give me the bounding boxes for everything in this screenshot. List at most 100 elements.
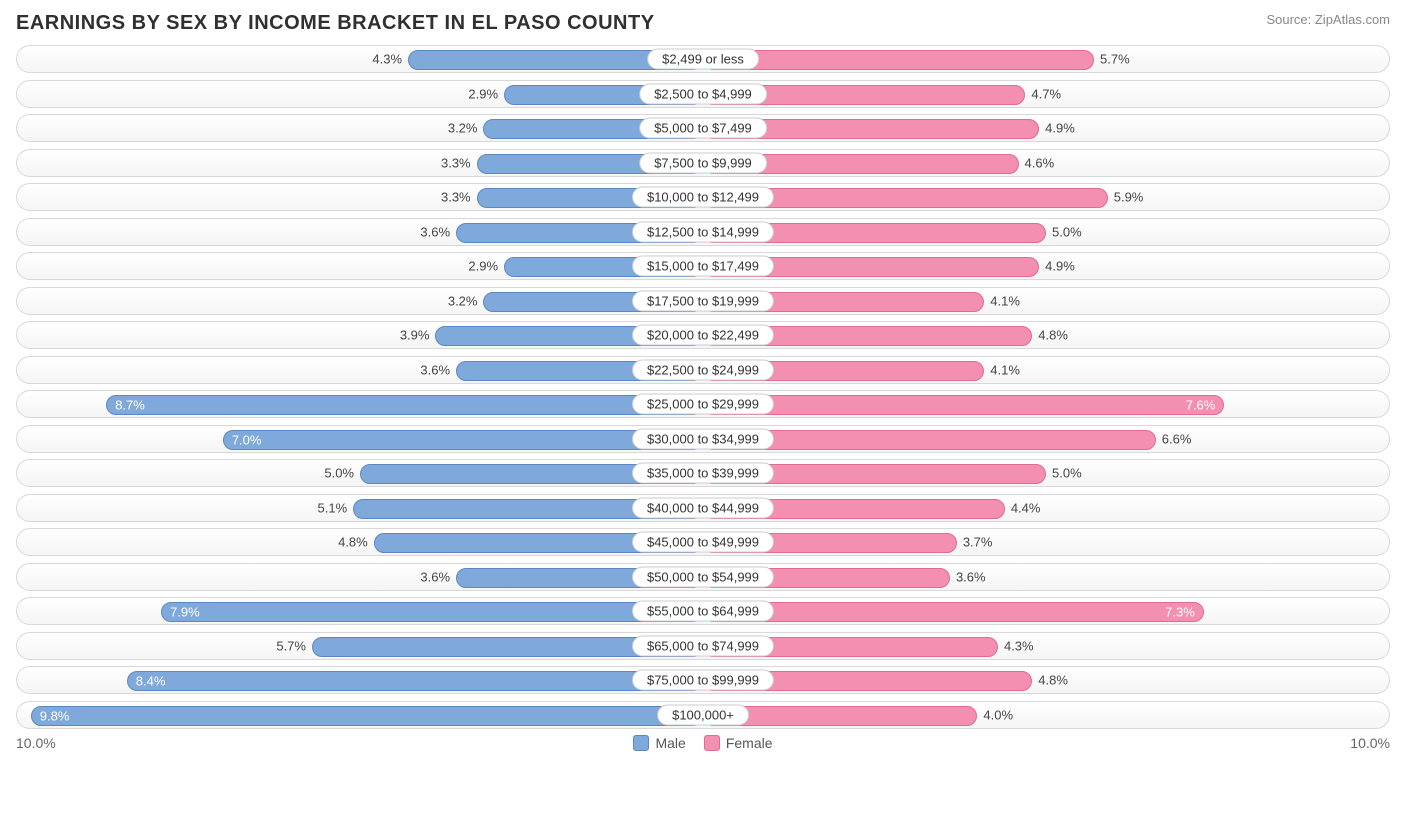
category-pill: $15,000 to $17,499 [632, 256, 774, 277]
value-label-female: 5.0% [1052, 224, 1082, 239]
value-label-female: 7.3% [1165, 605, 1195, 620]
chart-title: EARNINGS BY SEX BY INCOME BRACKET IN EL … [16, 12, 655, 35]
chart-row: 4.8% 3.7% $45,000 to $49,999 [16, 528, 1390, 556]
value-label-female: 5.9% [1114, 190, 1144, 205]
bar-female [703, 50, 1094, 70]
value-label-female: 4.9% [1045, 259, 1075, 274]
category-pill: $12,500 to $14,999 [632, 221, 774, 242]
legend-item-male: Male [633, 735, 685, 751]
value-label-male: 3.9% [400, 328, 430, 343]
value-label-female: 5.7% [1100, 52, 1130, 67]
category-pill: $75,000 to $99,999 [632, 670, 774, 691]
value-label-female: 4.9% [1045, 121, 1075, 136]
chart-row: 7.9% 7.3% $55,000 to $64,999 [16, 597, 1390, 625]
value-label-female: 4.7% [1031, 86, 1061, 101]
category-pill: $5,000 to $7,499 [639, 118, 767, 139]
value-label-male: 7.0% [232, 432, 262, 447]
value-label-male: 5.1% [318, 500, 348, 515]
chart-row: 2.9% 4.9% $15,000 to $17,499 [16, 252, 1390, 280]
value-label-male: 3.3% [441, 155, 471, 170]
axis-max-left: 10.0% [16, 735, 56, 751]
category-pill: $17,500 to $19,999 [632, 290, 774, 311]
value-label-male: 3.2% [448, 293, 478, 308]
value-label-female: 4.4% [1011, 500, 1041, 515]
chart-row: 5.0% 5.0% $35,000 to $39,999 [16, 459, 1390, 487]
value-label-male: 3.2% [448, 121, 478, 136]
diverging-bar-chart: 4.3% 5.7% $2,499 or less 2.9% 4.7% $2,500 to … [16, 45, 1390, 729]
chart-row: 5.7%4.3%$65,000 to $74,999 [16, 632, 1390, 660]
bar-male: 8.7% [106, 395, 703, 415]
category-pill: $10,000 to $12,499 [632, 187, 774, 208]
chart-row: 3.2% 4.9% $5,000 to $7,499 [16, 114, 1390, 142]
value-label-male: 4.3% [372, 52, 402, 67]
legend-label-female: Female [726, 735, 773, 751]
swatch-male [633, 735, 649, 751]
legend-item-female: Female [704, 735, 773, 751]
axis-max-right: 10.0% [1350, 735, 1390, 751]
category-pill: $35,000 to $39,999 [632, 463, 774, 484]
value-label-female: 4.8% [1038, 328, 1068, 343]
chart-row: 4.3% 5.7% $2,499 or less [16, 45, 1390, 73]
category-pill: $50,000 to $54,999 [632, 566, 774, 587]
chart-row: 2.9% 4.7% $2,500 to $4,999 [16, 80, 1390, 108]
category-pill: $100,000+ [657, 704, 749, 725]
value-label-female: 6.6% [1162, 431, 1192, 446]
value-label-female: 4.1% [990, 362, 1020, 377]
value-label-male: 7.9% [170, 605, 200, 620]
legend: Male Female [633, 735, 772, 751]
chart-row: 8.4% 4.8% $75,000 to $99,999 [16, 666, 1390, 694]
category-pill: $20,000 to $22,499 [632, 325, 774, 346]
swatch-female [704, 735, 720, 751]
chart-row: 3.6% 4.1% $22,500 to $24,999 [16, 356, 1390, 384]
value-label-male: 5.7% [276, 638, 306, 653]
chart-row: 3.3% 5.9% $10,000 to $12,499 [16, 183, 1390, 211]
value-label-male: 8.4% [136, 674, 166, 689]
category-pill: $40,000 to $44,999 [632, 497, 774, 518]
chart-row: 3.6% 3.6% $50,000 to $54,999 [16, 563, 1390, 591]
bar-male: 7.9% [161, 602, 703, 622]
bar-male: 8.4% [127, 671, 703, 691]
value-label-female: 4.1% [990, 293, 1020, 308]
chart-row: 8.7% 7.6% $25,000 to $29,999 [16, 390, 1390, 418]
bar-female: 7.3% [703, 602, 1204, 622]
value-label-female: 4.8% [1038, 673, 1068, 688]
chart-row: 3.9% 4.8% $20,000 to $22,499 [16, 321, 1390, 349]
value-label-male: 2.9% [468, 86, 498, 101]
chart-header: EARNINGS BY SEX BY INCOME BRACKET IN EL … [16, 12, 1390, 35]
category-pill: $2,499 or less [647, 49, 759, 70]
value-label-female: 3.7% [963, 535, 993, 550]
chart-row: 7.0% 6.6% $30,000 to $34,999 [16, 425, 1390, 453]
category-pill: $7,500 to $9,999 [639, 152, 767, 173]
value-label-male: 3.3% [441, 190, 471, 205]
category-pill: $2,500 to $4,999 [639, 83, 767, 104]
value-label-male: 3.6% [420, 569, 450, 584]
chart-row: 3.2% 4.1% $17,500 to $19,999 [16, 287, 1390, 315]
bar-female: 7.6% [703, 395, 1224, 415]
value-label-male: 3.6% [420, 224, 450, 239]
chart-row: 9.8% 4.0% $100,000+ [16, 701, 1390, 729]
category-pill: $22,500 to $24,999 [632, 359, 774, 380]
value-label-female: 3.6% [956, 569, 986, 584]
value-label-male: 8.7% [115, 398, 145, 413]
chart-row: 3.6% 5.0% $12,500 to $14,999 [16, 218, 1390, 246]
category-pill: $30,000 to $34,999 [632, 428, 774, 449]
value-label-male: 4.8% [338, 535, 368, 550]
bar-male: 7.0% [223, 430, 703, 450]
value-label-female: 5.0% [1052, 466, 1082, 481]
category-pill: $45,000 to $49,999 [632, 532, 774, 553]
chart-footer: 10.0% Male Female 10.0% [16, 735, 1390, 751]
category-pill: $65,000 to $74,999 [632, 635, 774, 656]
chart-row: 5.1% 4.4% $40,000 to $44,999 [16, 494, 1390, 522]
category-pill: $55,000 to $64,999 [632, 601, 774, 622]
chart-source: Source: ZipAtlas.com [1266, 12, 1390, 27]
value-label-male: 5.0% [324, 466, 354, 481]
value-label-female: 4.0% [983, 707, 1013, 722]
legend-label-male: Male [655, 735, 685, 751]
value-label-male: 2.9% [468, 259, 498, 274]
value-label-male: 3.6% [420, 362, 450, 377]
value-label-female: 4.6% [1025, 155, 1055, 170]
value-label-female: 7.6% [1186, 398, 1216, 413]
value-label-male: 9.8% [40, 708, 70, 723]
category-pill: $25,000 to $29,999 [632, 394, 774, 415]
bar-male: 9.8% [31, 706, 703, 726]
